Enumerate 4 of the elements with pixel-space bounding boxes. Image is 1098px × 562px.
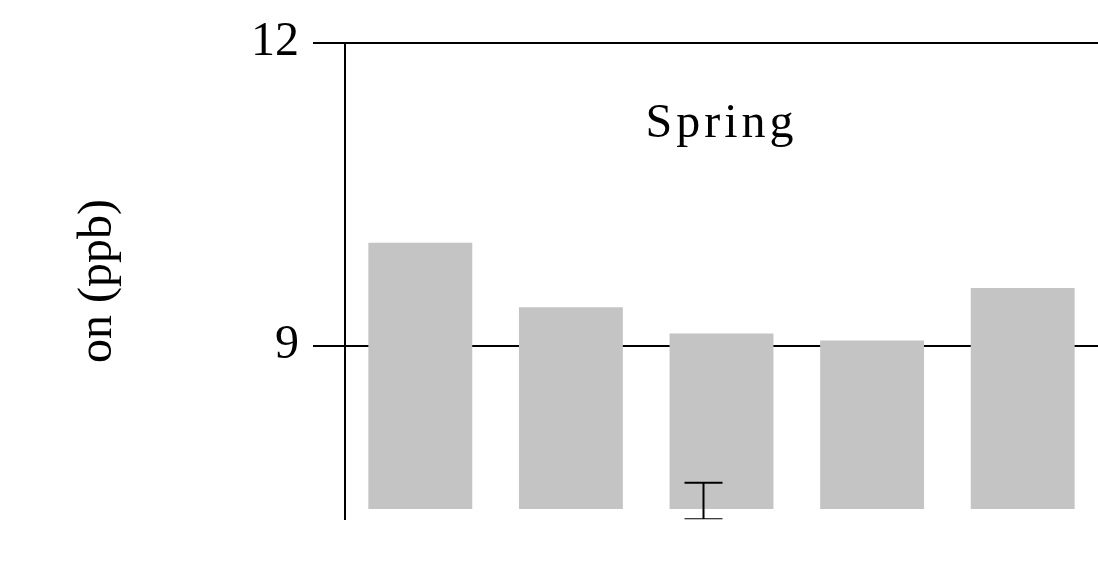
y-tick-label: 9: [275, 315, 299, 369]
y-axis-title: on (ppb): [68, 199, 123, 363]
y-tick-label: 12: [251, 12, 299, 66]
annotation: Spring: [645, 94, 798, 148]
